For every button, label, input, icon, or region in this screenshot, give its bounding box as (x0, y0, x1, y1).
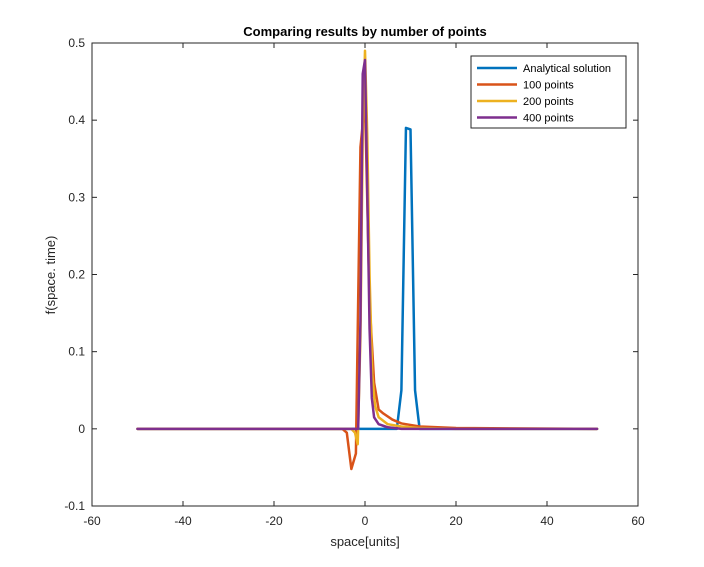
y-axis-label: f(space. time) (43, 236, 58, 315)
y-tick-label: 0 (78, 422, 85, 436)
x-tick-label: 0 (362, 514, 369, 528)
y-tick-label: 0.1 (68, 345, 85, 359)
x-axis-label: space[units] (330, 534, 399, 549)
legend: Analytical solution 100 points 200 points 4… (470, 55, 627, 129)
y-tick-label: 0.4 (68, 113, 85, 127)
axes-layer: -60 -40 -20 0 20 40 60 -0.1 0 0.1 0.2 0.3 0.4 0.5 (64, 36, 645, 528)
legend-label: 400 points (523, 113, 574, 125)
x-tick-label: -60 (83, 514, 101, 528)
y-tick-label: 0.3 (68, 190, 85, 204)
y-tick-label: 0.5 (68, 36, 85, 50)
y-tick-label: 0.2 (68, 268, 85, 282)
series-line-3 (136, 58, 599, 431)
x-tick-label: -40 (174, 514, 192, 528)
x-tick-label: 40 (540, 514, 554, 528)
series-layer (136, 49, 599, 471)
y-tick-label: -0.1 (64, 499, 85, 513)
legend-label: Analytical solution (523, 63, 611, 75)
x-tick-label: -20 (265, 514, 283, 528)
chart-title: Comparing results by number of points (243, 24, 486, 39)
legend-label: 200 points (523, 96, 574, 108)
x-tick-label: 60 (631, 514, 645, 528)
x-tick-label: 20 (449, 514, 463, 528)
legend-label: 100 points (523, 80, 574, 92)
